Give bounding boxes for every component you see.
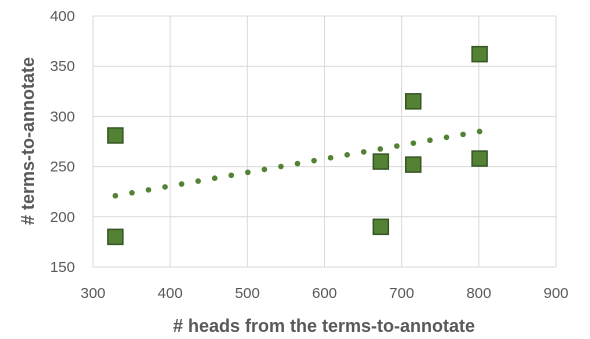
- y-tick-label: 150: [50, 259, 75, 276]
- data-point-square: [404, 156, 422, 173]
- trendline-dot: [476, 128, 483, 135]
- trendline-dot: [278, 163, 284, 170]
- trendline-dot: [377, 146, 384, 152]
- data-points: [107, 45, 488, 246]
- data-point-square: [107, 127, 124, 144]
- trendline-dot: [311, 157, 317, 164]
- trendline: [112, 128, 483, 199]
- x-tick-label: 600: [312, 285, 337, 302]
- trendline-dot: [178, 181, 185, 187]
- data-point-square: [372, 153, 390, 170]
- trendline-dot: [327, 154, 334, 161]
- x-tick-label: 900: [543, 285, 568, 302]
- y-tick-label: 250: [50, 159, 75, 176]
- trendline-dot: [112, 192, 119, 199]
- trendline-dot: [344, 152, 350, 158]
- trendline-dot: [211, 175, 218, 181]
- data-point-square: [471, 150, 488, 167]
- x-axis-title: # heads from the terms-to-annotate: [173, 316, 475, 336]
- x-tick-label: 800: [466, 285, 491, 302]
- x-tick-label: 700: [389, 285, 414, 302]
- trendline-dot: [228, 172, 235, 179]
- trendline-dot: [360, 149, 367, 155]
- x-tick-labels: 300 400 500 600 700 800 900: [80, 285, 568, 302]
- data-point-square: [107, 228, 124, 246]
- data-point-square: [372, 218, 390, 236]
- y-tick-label: 300: [50, 108, 75, 125]
- trendline-dot: [460, 131, 466, 138]
- y-tick-label: 200: [50, 209, 75, 226]
- trendline-dot: [162, 184, 168, 190]
- y-axis-title: # terms-to-annotate: [18, 57, 38, 225]
- trendline-dot: [410, 140, 417, 146]
- data-point-square: [471, 45, 488, 63]
- y-tick-label: 350: [50, 58, 75, 75]
- trendline-dot: [245, 169, 251, 176]
- trendline-dot: [443, 134, 450, 141]
- y-tick-labels: 150 200 250 300 350 400: [50, 8, 75, 276]
- x-tick-label: 500: [235, 285, 260, 302]
- x-tick-label: 300: [80, 285, 105, 302]
- trendline-dot: [427, 137, 433, 144]
- y-tick-label: 400: [50, 8, 75, 25]
- x-tick-label: 400: [158, 285, 183, 302]
- trendline-dot: [145, 187, 152, 193]
- data-point-square: [404, 93, 422, 110]
- trendline-dot: [294, 160, 301, 167]
- trendline-dot: [394, 143, 400, 149]
- trendline-dot: [261, 166, 268, 173]
- trendline-dot: [195, 178, 201, 184]
- trendline-dot: [129, 189, 135, 196]
